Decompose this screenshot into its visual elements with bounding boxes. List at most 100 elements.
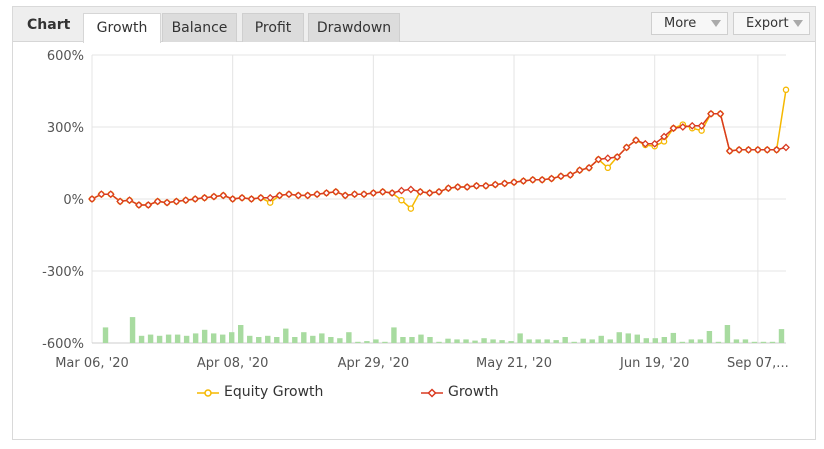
activity-bar — [283, 328, 289, 343]
activity-bar — [409, 337, 415, 343]
growth-point — [172, 197, 181, 206]
growth-point — [622, 143, 631, 152]
growth-point — [528, 175, 537, 184]
growth-point — [707, 109, 715, 118]
activity-bar — [310, 335, 316, 343]
growth-point — [416, 187, 425, 196]
growth-point — [191, 195, 200, 203]
growth-point — [547, 174, 556, 183]
activity-bar — [156, 335, 163, 343]
activity-bar — [643, 338, 650, 343]
x-tick-label: Apr 29, '20 — [338, 356, 410, 371]
y-tick-label: 0% — [63, 193, 84, 208]
activity-bar — [715, 341, 722, 343]
growth-point — [566, 171, 575, 179]
x-tick-label: Sep 07,... — [727, 356, 789, 371]
activity-bar — [301, 332, 307, 343]
activity-bar — [760, 341, 767, 343]
activity-bar — [382, 341, 388, 343]
activity-bar — [751, 341, 758, 343]
growth-point — [247, 195, 256, 203]
tab-growth[interactable]: Growth — [83, 13, 161, 43]
activity-bar — [364, 341, 370, 343]
growth-point — [181, 196, 190, 205]
activity-bar — [481, 338, 487, 343]
growth-point — [556, 172, 565, 181]
growth-point — [782, 143, 790, 152]
activity-bar — [454, 339, 460, 343]
growth-point — [697, 121, 706, 130]
activity-bar — [463, 339, 469, 343]
more-label: More — [664, 16, 697, 31]
growth-point — [228, 195, 237, 203]
growth-point — [238, 193, 246, 202]
activity-bar — [553, 340, 559, 343]
activity-bar — [499, 340, 505, 343]
growth-point — [716, 109, 725, 118]
activity-bar — [472, 340, 478, 343]
growth-point — [322, 189, 331, 197]
activity-bar — [688, 339, 695, 343]
growth-point — [669, 124, 678, 133]
activity-bar — [391, 327, 397, 343]
growth-point — [660, 132, 669, 141]
activity-bar — [625, 333, 631, 343]
growth-point — [772, 145, 781, 154]
growth-point — [641, 139, 650, 148]
activity-bar — [598, 335, 604, 343]
activity-bar — [256, 337, 262, 343]
activity-bar — [183, 335, 190, 343]
activity-bar — [418, 334, 424, 343]
growth-point — [294, 191, 303, 200]
activity-bar — [742, 339, 749, 343]
growth-point — [594, 155, 603, 164]
export-dropdown[interactable]: Export — [733, 12, 810, 35]
legend-growth[interactable]: Growth — [420, 384, 520, 404]
growth-point — [163, 198, 171, 207]
equity-growth-point — [604, 164, 612, 172]
tab-drawdown[interactable]: Drawdown — [308, 13, 400, 42]
tab-profit[interactable]: Profit — [242, 13, 304, 42]
growth-point — [519, 177, 528, 185]
equity-growth-point — [782, 86, 790, 94]
growth-point — [350, 190, 359, 199]
growth-point — [378, 187, 387, 196]
growth-point — [725, 147, 734, 155]
tab-balance[interactable]: Balance — [162, 13, 237, 42]
legend-equity-growth[interactable]: Equity Growth — [196, 384, 336, 404]
activity-bar — [174, 334, 181, 343]
activity-bar — [102, 327, 109, 343]
growth-point — [153, 197, 162, 206]
growth-point — [538, 175, 547, 184]
activity-bar — [517, 333, 523, 343]
chart-toolbar: Chart Growth Balance Profit Drawdown Mor… — [13, 7, 815, 43]
y-tick-label: -300% — [42, 265, 84, 280]
more-dropdown[interactable]: More — [651, 12, 728, 35]
activity-bar — [445, 338, 451, 343]
activity-bar — [328, 337, 334, 343]
growth-point — [575, 166, 584, 175]
growth-point — [481, 181, 490, 190]
activity-bar — [210, 333, 217, 343]
growth-point — [209, 192, 218, 201]
activity-bar — [228, 332, 235, 343]
activity-bar — [679, 341, 686, 343]
activity-bar — [355, 341, 361, 343]
activity-bar — [535, 339, 541, 343]
activity-bar — [652, 338, 659, 343]
growth-point — [341, 191, 350, 200]
growth-point — [435, 187, 443, 196]
growth-point — [425, 189, 434, 197]
chart-panel: Chart Growth Balance Profit Drawdown Mor… — [12, 6, 816, 440]
activity-bar — [436, 341, 442, 343]
legend-growth-marker — [421, 388, 443, 398]
panel-title: Chart — [27, 17, 71, 33]
growth-point — [88, 195, 96, 203]
activity-bar — [589, 339, 595, 343]
growth-point — [134, 201, 143, 209]
legend-equity-marker — [197, 389, 219, 397]
activity-bar — [238, 325, 244, 343]
activity-bar — [400, 337, 406, 343]
activity-bar — [607, 339, 613, 343]
